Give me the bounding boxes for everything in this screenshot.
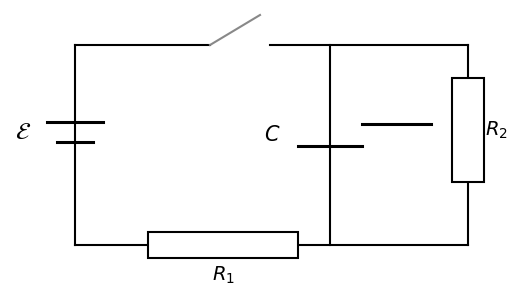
- Bar: [148, 232, 298, 258]
- Text: $\mathcal{E}$: $\mathcal{E}$: [15, 121, 31, 143]
- Text: $R_2$: $R_2$: [485, 119, 507, 141]
- Text: $R_1$: $R_1$: [211, 264, 235, 286]
- Bar: [452, 78, 484, 182]
- Text: $C$: $C$: [264, 125, 280, 145]
